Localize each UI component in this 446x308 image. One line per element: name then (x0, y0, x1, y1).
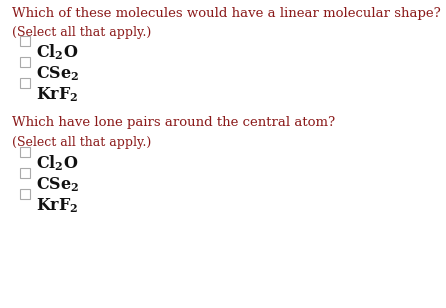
FancyBboxPatch shape (20, 189, 30, 199)
Text: $\mathbf{KrF_2}$: $\mathbf{KrF_2}$ (36, 196, 78, 215)
Text: (Select all that apply.): (Select all that apply.) (12, 26, 151, 39)
Text: Which of these molecules would have a linear molecular shape?: Which of these molecules would have a li… (12, 7, 441, 20)
Text: $\mathbf{Cl_2O}$: $\mathbf{Cl_2O}$ (36, 42, 78, 62)
FancyBboxPatch shape (20, 147, 30, 157)
Text: $\mathbf{Cl_2O}$: $\mathbf{Cl_2O}$ (36, 153, 78, 173)
Text: $\mathbf{CSe_2}$: $\mathbf{CSe_2}$ (36, 64, 79, 83)
FancyBboxPatch shape (20, 78, 30, 88)
FancyBboxPatch shape (20, 36, 30, 46)
FancyBboxPatch shape (20, 168, 30, 178)
FancyBboxPatch shape (20, 57, 30, 67)
Text: $\mathbf{CSe_2}$: $\mathbf{CSe_2}$ (36, 175, 79, 194)
Text: Which have lone pairs around the central atom?: Which have lone pairs around the central… (12, 116, 335, 129)
Text: $\mathbf{KrF_2}$: $\mathbf{KrF_2}$ (36, 85, 78, 104)
Text: (Select all that apply.): (Select all that apply.) (12, 136, 151, 149)
